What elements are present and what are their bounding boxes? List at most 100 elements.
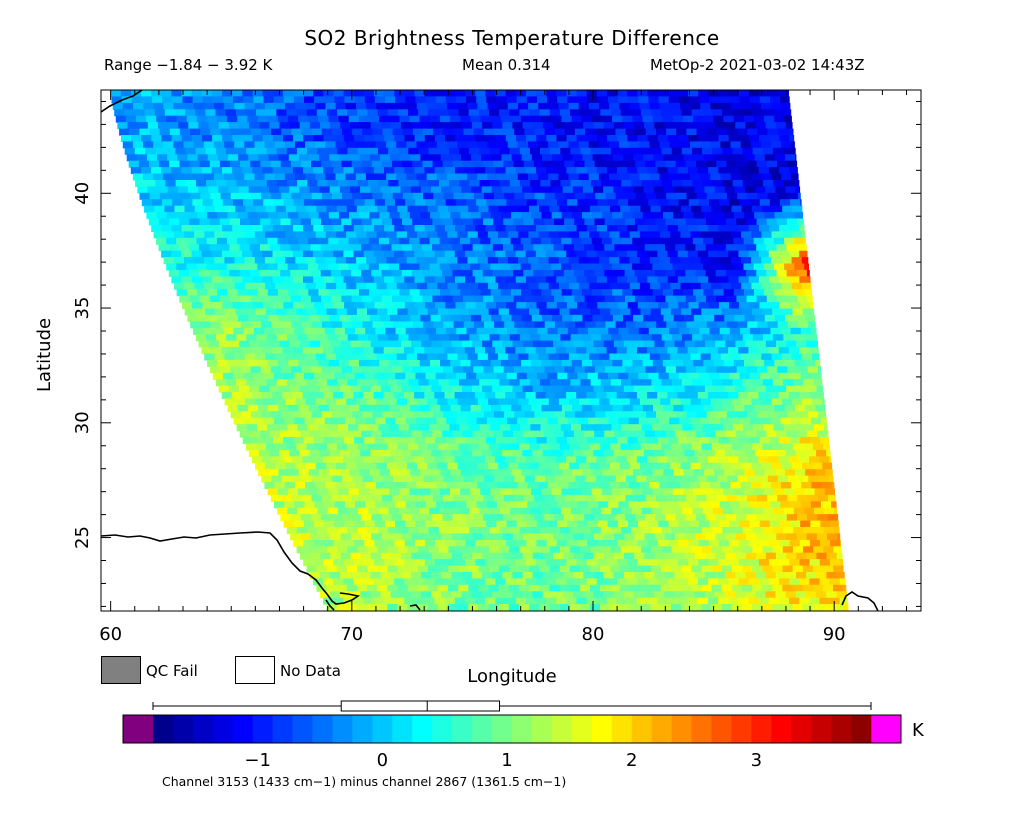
heatmap-cell — [682, 488, 694, 496]
heatmap-cell — [417, 604, 429, 611]
heatmap-cell — [677, 90, 689, 97]
heatmap-cell — [619, 462, 631, 470]
heatmap-cell — [473, 192, 485, 200]
heatmap-cell — [535, 347, 547, 355]
heatmap-cell — [492, 430, 504, 438]
heatmap-cell — [281, 411, 292, 419]
heatmap-cell — [577, 327, 589, 335]
heatmap-cell — [664, 385, 676, 393]
heatmap-cell — [210, 192, 222, 200]
heatmap-cell — [453, 192, 465, 200]
heatmap-cell — [750, 417, 761, 425]
heatmap-cell — [429, 289, 441, 297]
heatmap-cell — [654, 552, 666, 560]
heatmap-cell — [439, 180, 450, 187]
heatmap-cell — [766, 244, 777, 252]
heatmap-cell — [543, 430, 555, 438]
heatmap-cell — [570, 334, 582, 342]
heatmap-cell — [182, 96, 194, 104]
heatmap-cell — [497, 141, 509, 149]
heatmap-cell — [528, 173, 539, 181]
heatmap-cell — [580, 109, 591, 117]
heatmap-cell — [774, 289, 785, 297]
heatmap-cell — [705, 244, 717, 252]
heatmap-cell — [282, 392, 294, 399]
heatmap-cell — [233, 372, 244, 380]
heatmap-cell — [240, 411, 252, 419]
heatmap-cell — [820, 437, 830, 444]
heatmap-cell — [547, 417, 559, 425]
heatmap-cell — [633, 154, 644, 162]
heatmap-cell — [775, 591, 787, 599]
heatmap-cell — [770, 417, 782, 425]
heatmap-cell — [496, 520, 507, 528]
heatmap-cell — [156, 212, 168, 220]
heatmap-cell — [233, 417, 245, 425]
heatmap-cell — [544, 128, 556, 136]
heatmap-cell — [377, 443, 389, 451]
heatmap-cell — [241, 347, 253, 355]
heatmap-cell — [364, 437, 375, 444]
heatmap-cell — [492, 533, 504, 541]
heatmap-cell — [181, 276, 193, 284]
heatmap-cell — [703, 404, 715, 412]
heatmap-cell — [485, 437, 497, 444]
heatmap-cell — [698, 276, 709, 284]
heatmap-cell — [796, 572, 807, 579]
heatmap-cell — [191, 225, 203, 232]
heatmap-cell — [152, 96, 163, 104]
heatmap-cell — [660, 398, 671, 406]
heatmap-cell — [429, 488, 441, 496]
heatmap-cell — [526, 90, 537, 97]
heatmap-cell — [820, 372, 822, 380]
heatmap-cell — [358, 263, 370, 271]
heatmap-cell — [337, 180, 349, 187]
heatmap-cell — [390, 122, 402, 130]
heatmap-cell — [422, 494, 434, 502]
heatmap-cell — [809, 392, 820, 399]
heatmap-cell — [782, 546, 794, 554]
heatmap-cell — [583, 340, 595, 348]
heatmap-cell — [283, 520, 295, 528]
heatmap-cell — [563, 552, 574, 560]
heatmap-cell — [582, 469, 593, 477]
heatmap-cell — [727, 475, 738, 483]
heatmap-cell — [378, 507, 390, 515]
heatmap-cell — [546, 250, 557, 258]
heatmap-cell — [781, 482, 792, 489]
heatmap-cell — [730, 173, 742, 181]
heatmap-cell — [361, 160, 373, 168]
heatmap-cell — [414, 539, 426, 547]
heatmap-cell — [253, 327, 265, 335]
heatmap-cell — [649, 102, 661, 110]
heatmap-cell — [613, 186, 625, 194]
heatmap-cell — [316, 565, 328, 573]
heatmap-cell — [433, 192, 444, 200]
heatmap-cell — [699, 372, 710, 380]
heatmap-cell — [359, 314, 371, 322]
heatmap-cell — [279, 122, 291, 130]
heatmap-cell — [757, 475, 769, 483]
heatmap-cell — [733, 507, 744, 515]
heatmap-cell — [607, 437, 619, 444]
heatmap-cell — [654, 610, 665, 611]
heatmap-cell — [387, 443, 399, 451]
heatmap-cell — [501, 404, 512, 412]
heatmap-cell — [386, 102, 397, 110]
heatmap-cell — [663, 314, 675, 322]
heatmap-cell — [586, 456, 597, 464]
heatmap-cell — [318, 469, 330, 477]
heatmap-cell — [270, 160, 282, 168]
heatmap-cell — [512, 533, 524, 541]
heatmap-cell — [768, 167, 780, 175]
heatmap-cell — [769, 437, 781, 444]
heatmap-cell — [833, 546, 842, 554]
heatmap-cell — [380, 591, 392, 599]
heatmap-cell — [548, 231, 560, 239]
heatmap-cell — [706, 192, 718, 200]
heatmap-cell — [267, 237, 279, 245]
heatmap-cell — [705, 552, 716, 560]
heatmap-cell — [508, 231, 519, 239]
heatmap-cell — [431, 385, 443, 393]
heatmap-cell — [463, 475, 475, 483]
